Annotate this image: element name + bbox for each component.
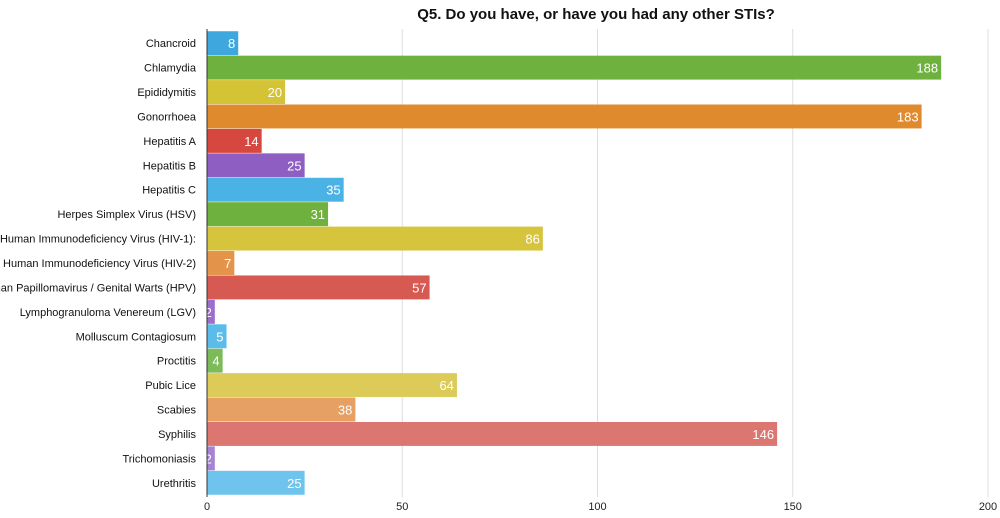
value-label-scabies: 38 [338, 403, 352, 418]
category-label-human-immunodeficiency-virus-hiv-1: Human Immunodeficiency Virus (HIV-1): [0, 234, 196, 246]
bar-human-immunodeficiency-virus-hiv-1 [207, 226, 543, 251]
value-label-epididymitis: 20 [268, 85, 282, 100]
value-label-molluscum-contagiosum: 5 [216, 329, 223, 344]
bar-hepatitis-b [207, 153, 305, 178]
bar-proctitis [207, 348, 223, 373]
value-label-urethritis: 25 [287, 476, 301, 491]
value-label-hepatitis-a: 14 [244, 134, 258, 149]
bar-human-immunodeficiency-virus-hiv-2 [207, 251, 235, 275]
value-label-gonorrhoea: 183 [897, 109, 919, 124]
bar-urethritis [207, 470, 305, 495]
value-label-human-immunodeficiency-virus-hiv-2: 7 [224, 256, 231, 271]
bar-trichomoniasis [207, 446, 215, 471]
value-label-trichomoniasis: 2 [205, 451, 212, 466]
bars [207, 31, 942, 495]
category-label-chlamydia: Chlamydia [144, 63, 197, 75]
x-tick-label-0: 0 [204, 501, 210, 513]
bar-scabies [207, 397, 356, 422]
category-label-pubic-lice: Pubic Lice [145, 380, 196, 392]
bar-lymphogranuloma-venereum-lgv [207, 299, 215, 324]
bar-gonorrhoea [207, 104, 922, 129]
value-label-herpes-simplex-virus-hsv: 31 [311, 207, 325, 222]
category-label-hepatitis-c: Hepatitis C [142, 185, 196, 197]
value-label-human-papillomavirus-genital-warts-hpv: 57 [412, 280, 426, 295]
bar-syphilis [207, 421, 778, 446]
category-label-hepatitis-b: Hepatitis B [143, 160, 196, 172]
value-label-proctitis: 4 [212, 354, 219, 369]
category-label-molluscum-contagiosum: Molluscum Contagiosum [76, 331, 196, 343]
category-label-gonorrhoea: Gonorrhoea [137, 111, 197, 123]
category-label-scabies: Scabies [157, 405, 197, 417]
category-label-human-immunodeficiency-virus-hiv-2: Human Immunodeficiency Virus (HIV-2) [3, 258, 196, 270]
bar-pubic-lice [207, 373, 457, 398]
category-label-human-papillomavirus-genital-warts-hpv: Human Papillomavirus / Genital Warts (HP… [0, 282, 196, 294]
value-label-hepatitis-b: 25 [287, 158, 301, 173]
category-label-hepatitis-a: Hepatitis A [143, 136, 196, 148]
value-label-chlamydia: 188 [916, 61, 938, 76]
chart-title: Q5. Do you have, or have you had any oth… [417, 6, 775, 23]
value-label-hepatitis-c: 35 [326, 183, 340, 198]
category-label-syphilis: Syphilis [158, 429, 196, 441]
bar-molluscum-contagiosum [207, 324, 227, 349]
bar-hepatitis-a [207, 128, 262, 153]
value-label-chancroid: 8 [228, 36, 235, 51]
category-labels: Chancroid Chlamydia Epididymitis Gonorrhoea… [0, 38, 197, 490]
x-tick-label-50: 50 [396, 501, 408, 513]
category-label-lymphogranuloma-venereum-lgv: Lymphogranuloma Venereum (LGV) [20, 307, 196, 319]
bar-chancroid [207, 31, 239, 56]
bar-human-papillomavirus-genital-warts-hpv [207, 275, 430, 300]
category-label-chancroid: Chancroid [146, 38, 196, 50]
category-label-urethritis: Urethritis [152, 478, 197, 490]
bar-hepatitis-c [207, 177, 344, 202]
value-label-syphilis: 146 [752, 427, 774, 442]
bar-epididymitis [207, 80, 286, 105]
category-label-herpes-simplex-virus-hsv: Herpes Simplex Virus (HSV) [57, 209, 196, 221]
value-label-pubic-lice: 64 [439, 378, 453, 393]
x-tick-label-200: 200 [979, 501, 997, 513]
value-label-lymphogranuloma-venereum-lgv: 2 [205, 305, 212, 320]
category-label-proctitis: Proctitis [157, 356, 197, 368]
x-axis-ticks: 0 50 100 150 200 [204, 501, 997, 513]
x-tick-label-100: 100 [588, 501, 606, 513]
category-label-trichomoniasis: Trichomoniasis [122, 453, 196, 465]
category-label-epididymitis: Epididymitis [137, 87, 196, 99]
x-tick-label-150: 150 [784, 501, 802, 513]
bar-chlamydia [207, 55, 942, 80]
value-label-human-immunodeficiency-virus-hiv-1: 86 [525, 232, 539, 247]
bar-herpes-simplex-virus-hsv [207, 202, 329, 227]
